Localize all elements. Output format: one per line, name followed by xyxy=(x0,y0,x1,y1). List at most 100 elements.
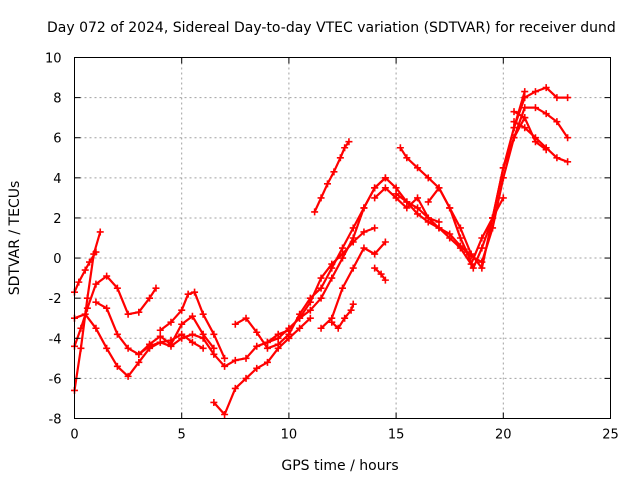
x-tick-label: 5 xyxy=(178,428,186,443)
y-axis-label: SDTVAR / TECUs xyxy=(7,181,23,296)
series-line xyxy=(212,317,312,416)
data-point-marker xyxy=(478,234,486,242)
data-point-marker xyxy=(564,158,572,166)
data-point-marker xyxy=(167,318,175,326)
x-tick-label: 10 xyxy=(281,428,298,443)
axis-ticks: 0 5 10 15 20 25 -8 -6 -4 -2 0 2 4 6 8 10 xyxy=(45,52,619,443)
plot-area xyxy=(71,84,572,418)
y-tick-label: 4 xyxy=(53,172,61,187)
data-point-marker xyxy=(317,294,325,302)
data-point-marker xyxy=(403,154,411,162)
data-point-marker xyxy=(317,324,325,332)
data-point-marker xyxy=(210,350,218,358)
data-point-marker xyxy=(489,214,497,222)
data-point-marker xyxy=(336,154,344,162)
x-tick-label: 0 xyxy=(70,428,78,443)
x-tick-label: 20 xyxy=(495,428,512,443)
data-point-marker xyxy=(467,250,475,258)
data-point-marker xyxy=(184,290,192,298)
y-tick-label: 6 xyxy=(53,132,61,147)
data-point-marker xyxy=(381,238,389,246)
data-point-marker xyxy=(221,410,229,418)
data-point-marker xyxy=(435,184,443,192)
x-tick-label: 15 xyxy=(388,428,405,443)
data-point-marker xyxy=(542,146,550,154)
series-line xyxy=(427,90,526,270)
series-line xyxy=(313,140,350,213)
data-point-marker xyxy=(414,164,422,172)
data-point-marker xyxy=(446,204,454,212)
data-point-marker xyxy=(242,314,250,322)
data-point-marker xyxy=(542,110,550,118)
data-point-marker xyxy=(188,330,196,338)
series-track-22 xyxy=(371,264,389,284)
data-point-marker xyxy=(564,134,572,142)
data-point-marker xyxy=(253,364,261,372)
data-point-marker xyxy=(521,104,529,112)
series-line xyxy=(512,110,548,151)
data-point-marker xyxy=(274,334,282,342)
data-point-marker xyxy=(188,338,196,346)
data-point-marker xyxy=(135,308,143,316)
data-point-marker xyxy=(330,168,338,176)
data-point-marker xyxy=(75,278,83,286)
data-point-marker xyxy=(263,338,271,346)
data-point-marker xyxy=(371,224,379,232)
data-point-marker xyxy=(311,208,319,216)
data-point-marker xyxy=(210,330,218,338)
data-point-marker xyxy=(263,344,271,352)
data-point-marker xyxy=(403,198,411,206)
data-point-marker xyxy=(339,244,346,252)
data-point-marker xyxy=(435,218,443,226)
data-point-marker xyxy=(156,332,164,340)
data-point-marker xyxy=(339,254,346,262)
data-point-marker xyxy=(306,314,314,322)
series-line xyxy=(234,176,387,350)
data-point-marker xyxy=(124,310,132,318)
data-point-marker xyxy=(381,174,389,182)
data-point-marker xyxy=(81,266,89,274)
data-point-marker xyxy=(424,174,432,182)
data-point-marker xyxy=(424,198,432,206)
data-point-marker xyxy=(510,118,518,126)
data-point-marker xyxy=(323,180,331,188)
series-track-12 xyxy=(311,138,353,216)
data-point-marker xyxy=(371,194,379,202)
data-point-marker xyxy=(531,138,539,146)
data-point-marker xyxy=(553,154,561,162)
series-line xyxy=(399,106,569,270)
data-point-marker xyxy=(188,312,196,320)
data-point-marker xyxy=(135,358,143,366)
data-point-marker xyxy=(152,284,160,292)
series-line xyxy=(320,240,387,330)
data-point-marker xyxy=(396,144,404,152)
data-point-marker xyxy=(242,354,250,362)
data-point-marker xyxy=(113,330,121,338)
data-point-marker xyxy=(553,94,561,102)
y-tick-label: -6 xyxy=(49,372,62,387)
data-point-marker xyxy=(553,118,561,126)
data-point-marker xyxy=(221,362,229,370)
data-point-marker xyxy=(392,184,400,192)
series-track-19 xyxy=(510,84,572,132)
data-point-marker xyxy=(167,342,175,350)
x-axis-label: GPS time / hours xyxy=(281,458,398,474)
data-point-marker xyxy=(456,234,464,242)
data-point-marker xyxy=(221,354,229,362)
series-track-13 xyxy=(317,238,389,332)
data-point-marker xyxy=(231,356,239,364)
data-point-marker xyxy=(446,230,454,238)
data-point-marker xyxy=(253,342,261,350)
data-point-marker xyxy=(199,344,207,352)
data-point-marker xyxy=(317,194,325,202)
data-point-marker xyxy=(456,242,464,250)
series-track-18 xyxy=(424,88,529,272)
data-point-marker xyxy=(424,218,432,226)
data-point-marker xyxy=(92,298,100,306)
data-point-marker xyxy=(103,344,111,352)
data-point-marker xyxy=(231,320,239,328)
chart-title: Day 072 of 2024, Sidereal Day-to-day VTE… xyxy=(47,20,616,36)
series-track-11 xyxy=(296,174,443,322)
data-point-marker xyxy=(242,374,250,382)
data-point-marker xyxy=(156,326,164,334)
